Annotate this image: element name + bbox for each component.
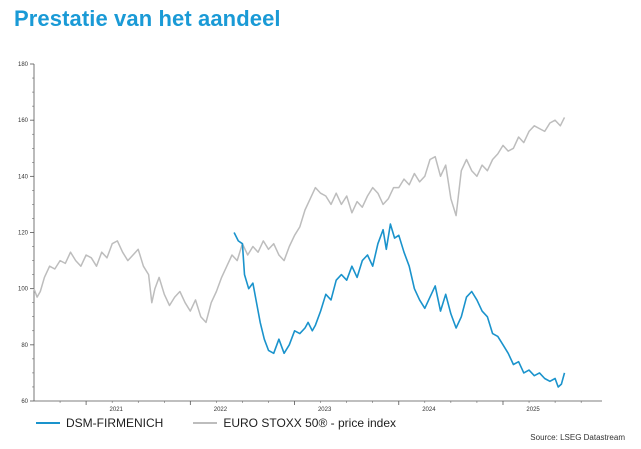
- legend-label-dsm: DSM-FIRMENICH: [66, 416, 164, 430]
- legend: DSM-FIRMENICH EURO STOXX 50® - price ind…: [36, 416, 426, 430]
- series-line-dsm-firmenich: [233, 223, 566, 388]
- y-tick-label: 120: [18, 231, 29, 237]
- legend-label-stoxx: EURO STOXX 50® - price index: [223, 416, 397, 430]
- x-tick-label: 2025: [526, 407, 540, 413]
- y-tick-label: 180: [18, 62, 29, 68]
- source-note: Source: LSEG Datastream: [530, 433, 625, 442]
- x-tick-label: 2024: [422, 407, 436, 413]
- x-tick-label: 2023: [318, 407, 332, 413]
- legend-swatch-stoxx: [193, 422, 218, 424]
- page-title: Prestatie van het aandeel: [14, 6, 281, 31]
- y-tick-label: 100: [18, 287, 29, 293]
- y-tick-label: 140: [18, 174, 29, 180]
- chart-axes: 60 80 100 120 140 160 180 2021 2022 2023 2024 2025: [18, 62, 602, 413]
- x-tick-label: 2021: [110, 407, 124, 413]
- y-tick-label: 60: [21, 399, 28, 405]
- legend-item-dsm: DSM-FIRMENICH: [36, 416, 163, 430]
- y-tick-label: 80: [21, 343, 28, 349]
- series-layer: [33, 117, 566, 388]
- legend-swatch-dsm: [36, 422, 60, 424]
- y-tick-label: 160: [18, 118, 29, 124]
- x-tick-label: 2022: [214, 407, 228, 413]
- legend-item-stoxx: EURO STOXX 50® - price index: [193, 416, 396, 430]
- series-line-euro-stoxx-50: [33, 117, 566, 324]
